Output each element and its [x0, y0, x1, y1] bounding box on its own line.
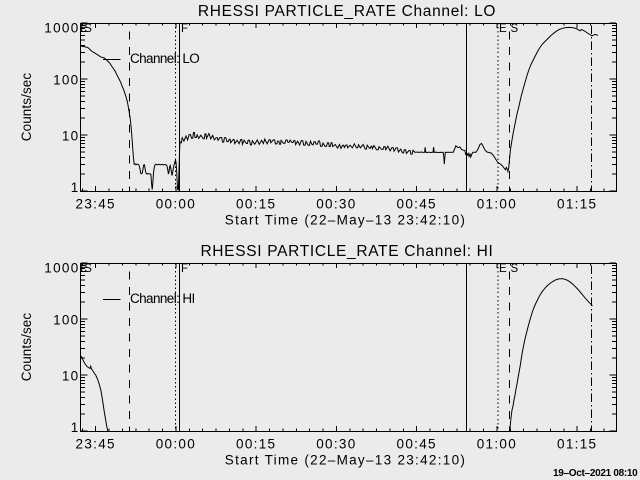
svg-text:00:45: 00:45	[397, 437, 437, 452]
svg-text:Channel: HI: Channel: HI	[130, 291, 195, 306]
svg-text:00:45: 00:45	[397, 197, 437, 212]
svg-text:1000: 1000	[44, 20, 79, 35]
svg-text:RHESSI PARTICLE_RATE Channel:: RHESSI PARTICLE_RATE Channel: HI	[200, 243, 493, 260]
svg-text:RHESSI PARTICLE_RATE Channel:: RHESSI PARTICLE_RATE Channel: LO	[198, 3, 496, 20]
svg-text:00:30: 00:30	[316, 197, 356, 212]
svg-text:E: E	[80, 263, 88, 275]
svg-text:Channel: LO: Channel: LO	[130, 51, 199, 66]
svg-text:00:30: 00:30	[316, 437, 356, 452]
svg-text:F: F	[181, 23, 188, 35]
svg-text:F: F	[181, 263, 188, 275]
svg-text:Counts/sec: Counts/sec	[19, 313, 34, 382]
svg-text:23:45: 23:45	[76, 437, 116, 452]
svg-text:S: S	[511, 263, 519, 275]
svg-text:E: E	[499, 23, 507, 35]
svg-text:10: 10	[62, 128, 80, 143]
svg-text:S: S	[511, 23, 519, 35]
svg-text:00:00: 00:00	[156, 437, 196, 452]
svg-text:19–Oct–2021 08:10: 19–Oct–2021 08:10	[553, 468, 638, 479]
svg-text:1000: 1000	[44, 260, 79, 275]
svg-text:10: 10	[62, 368, 80, 383]
svg-text:01:00: 01:00	[477, 437, 517, 452]
svg-text:1: 1	[71, 420, 80, 435]
svg-text:00:15: 00:15	[236, 197, 276, 212]
svg-text:S: S	[84, 263, 92, 275]
svg-text:Start Time (22–May–13 23:42:10: Start Time (22–May–13 23:42:10)	[225, 453, 466, 468]
svg-text:S: S	[84, 23, 92, 35]
svg-text:1: 1	[71, 180, 80, 195]
svg-text:Start Time (22–May–13 23:42:10: Start Time (22–May–13 23:42:10)	[225, 213, 466, 228]
svg-text:01:15: 01:15	[557, 197, 597, 212]
svg-text:01:00: 01:00	[477, 197, 517, 212]
svg-text:00:15: 00:15	[236, 437, 276, 452]
svg-text:00:00: 00:00	[156, 197, 196, 212]
svg-text:100: 100	[53, 312, 79, 327]
svg-text:Counts/sec: Counts/sec	[19, 73, 34, 142]
svg-text:E: E	[499, 263, 507, 275]
svg-text:E: E	[80, 23, 88, 35]
svg-text:23:45: 23:45	[76, 197, 116, 212]
svg-text:01:15: 01:15	[557, 437, 597, 452]
svg-text:100: 100	[53, 72, 79, 87]
